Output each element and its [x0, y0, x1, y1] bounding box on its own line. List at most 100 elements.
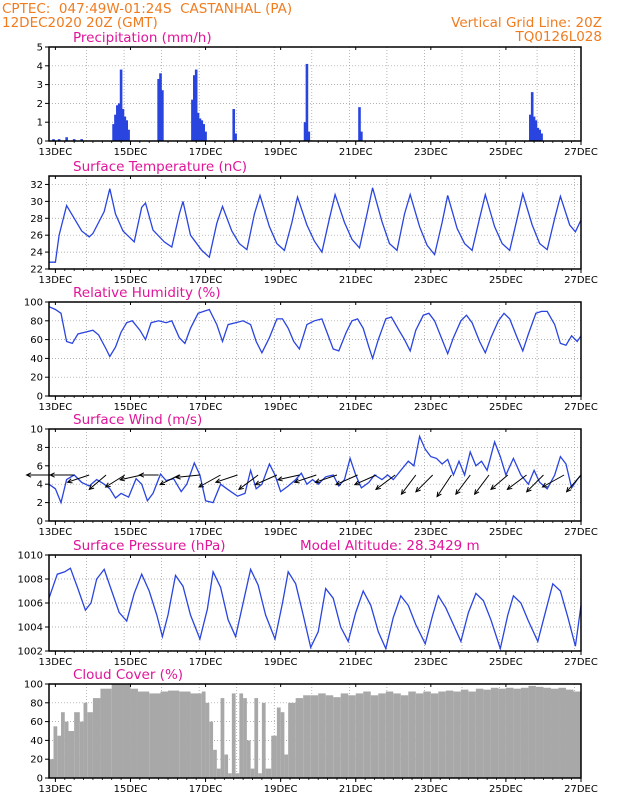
precip-bar — [194, 69, 198, 141]
x-tick-label: 15DEC — [114, 402, 148, 413]
wind-vector — [401, 474, 417, 495]
cloud-cover-bar — [318, 693, 326, 778]
y-tick-label: 22 — [30, 265, 43, 276]
x-tick-label: 15DEC — [114, 657, 148, 668]
cloud-cover-bar — [385, 691, 394, 778]
cloud-cover-bar — [528, 685, 536, 778]
grid-line-note: Vertical Grid Line: 20Z — [451, 15, 602, 31]
cloud-cover-bar — [216, 768, 221, 778]
cloud-cover-bar — [310, 695, 319, 778]
wind-vector-head — [214, 478, 221, 484]
cloud-cover-bar — [408, 691, 416, 778]
cloud-cover-bar — [513, 688, 521, 778]
wind-vector — [198, 474, 221, 488]
cloud-cover-bar — [246, 740, 251, 778]
wind-vector-head — [88, 484, 95, 491]
cloud-cover-bar — [550, 688, 559, 778]
wind-vector — [88, 474, 107, 490]
cloud-cover-bar — [220, 698, 225, 778]
wind-vector-head — [293, 478, 300, 484]
wind-vector-head — [506, 484, 513, 491]
x-tick-label: 13DEC — [39, 784, 73, 795]
precip-bar — [157, 78, 160, 141]
x-tick-label: 23DEC — [414, 275, 448, 286]
cloud-cover-bar — [423, 691, 431, 778]
wind-vector-head — [436, 491, 442, 498]
cloud-cover-bar — [92, 698, 101, 778]
cloud-cover-bar — [430, 693, 439, 778]
x-tick-label: 25DEC — [489, 402, 523, 413]
cloud-cover-bar — [205, 702, 210, 778]
precip-bar — [127, 129, 130, 141]
precip-bar — [57, 139, 61, 141]
y-tick-label: 1004 — [18, 623, 43, 634]
precip-panel-frame — [48, 46, 582, 142]
wind-vector-head — [197, 482, 204, 488]
wind-vector-head — [400, 489, 407, 496]
model-altitude: Model Altitude: 28.3429 m — [300, 538, 480, 554]
cloud-cover-bar — [261, 702, 266, 778]
y-tick-label: 100 — [24, 298, 43, 309]
cloud-cover-bar — [415, 693, 424, 778]
wind-vector-head — [49, 472, 55, 478]
wind-vector-head — [334, 480, 342, 486]
wind-vector — [455, 474, 471, 495]
precip-title: Precipitation (mm/h) — [73, 30, 212, 46]
wind-vector-head — [490, 484, 496, 491]
cloud-cover-bar — [87, 712, 93, 778]
wind-vector — [255, 474, 278, 486]
y-tick-label: 32 — [30, 180, 43, 191]
cloud-panel-frame — [48, 683, 582, 779]
precip-bar — [540, 133, 543, 141]
cloud-cover-bar — [355, 693, 364, 778]
cloud-cover-bar — [53, 726, 58, 778]
x-tick-label: 15DEC — [114, 784, 148, 795]
wind-vector-head — [415, 486, 421, 493]
cloud-cover-bar — [348, 695, 356, 778]
cloud-cover-bar — [378, 693, 386, 778]
x-tick-label: 13DEC — [39, 657, 73, 668]
precip-bar — [202, 124, 205, 141]
cloud-cover-bar — [83, 702, 88, 778]
cloud-cover-bar — [333, 697, 341, 778]
cloud-cover-bar — [209, 721, 214, 778]
cloud-cover-bar — [284, 754, 289, 778]
wind-vector — [354, 474, 377, 486]
cloud-cover-bar — [137, 691, 150, 778]
precip-bar — [119, 69, 123, 141]
cloud-cover-bar — [122, 684, 131, 778]
y-tick-label: 2 — [37, 99, 43, 110]
wind-vector-head — [353, 480, 360, 486]
x-tick-label: 19DEC — [264, 147, 298, 158]
cloud-cover-bar — [468, 691, 476, 778]
wind-vector-head — [455, 489, 461, 496]
y-tick-label: 40 — [30, 354, 43, 365]
x-tick-label: 27DEC — [564, 527, 598, 538]
wind-vector-head — [104, 482, 111, 488]
x-tick-label: 19DEC — [264, 402, 298, 413]
x-tick-label: 17DEC — [189, 784, 223, 795]
y-tick-label: 4 — [37, 61, 43, 72]
cloud-cover-bar — [520, 687, 529, 778]
x-tick-label: 17DEC — [189, 527, 223, 538]
y-tick-label: 10 — [30, 425, 43, 436]
x-tick-label: 15DEC — [114, 275, 148, 286]
press-line — [48, 567, 582, 652]
y-tick-label: 3 — [37, 80, 43, 91]
cloud-cover-bar — [565, 689, 574, 778]
cloud-cover-bar — [505, 687, 514, 778]
precip-bar — [121, 109, 125, 141]
cloud-cover-bar — [271, 735, 277, 778]
temp-panel-frame — [48, 175, 582, 270]
y-tick-label: 1002 — [18, 647, 43, 658]
x-tick-label: 25DEC — [489, 147, 523, 158]
cloud-cover-bar — [201, 691, 206, 778]
y-tick-label: 100 — [24, 680, 43, 691]
wind-vector-head — [119, 476, 126, 482]
y-tick-label: 60 — [30, 717, 43, 728]
cloud-cover-bar — [64, 721, 69, 778]
cloud-cover-bar — [325, 695, 334, 778]
x-tick-label: 21DEC — [339, 657, 373, 668]
wind-vector — [67, 474, 90, 483]
wind-vector — [415, 474, 434, 493]
